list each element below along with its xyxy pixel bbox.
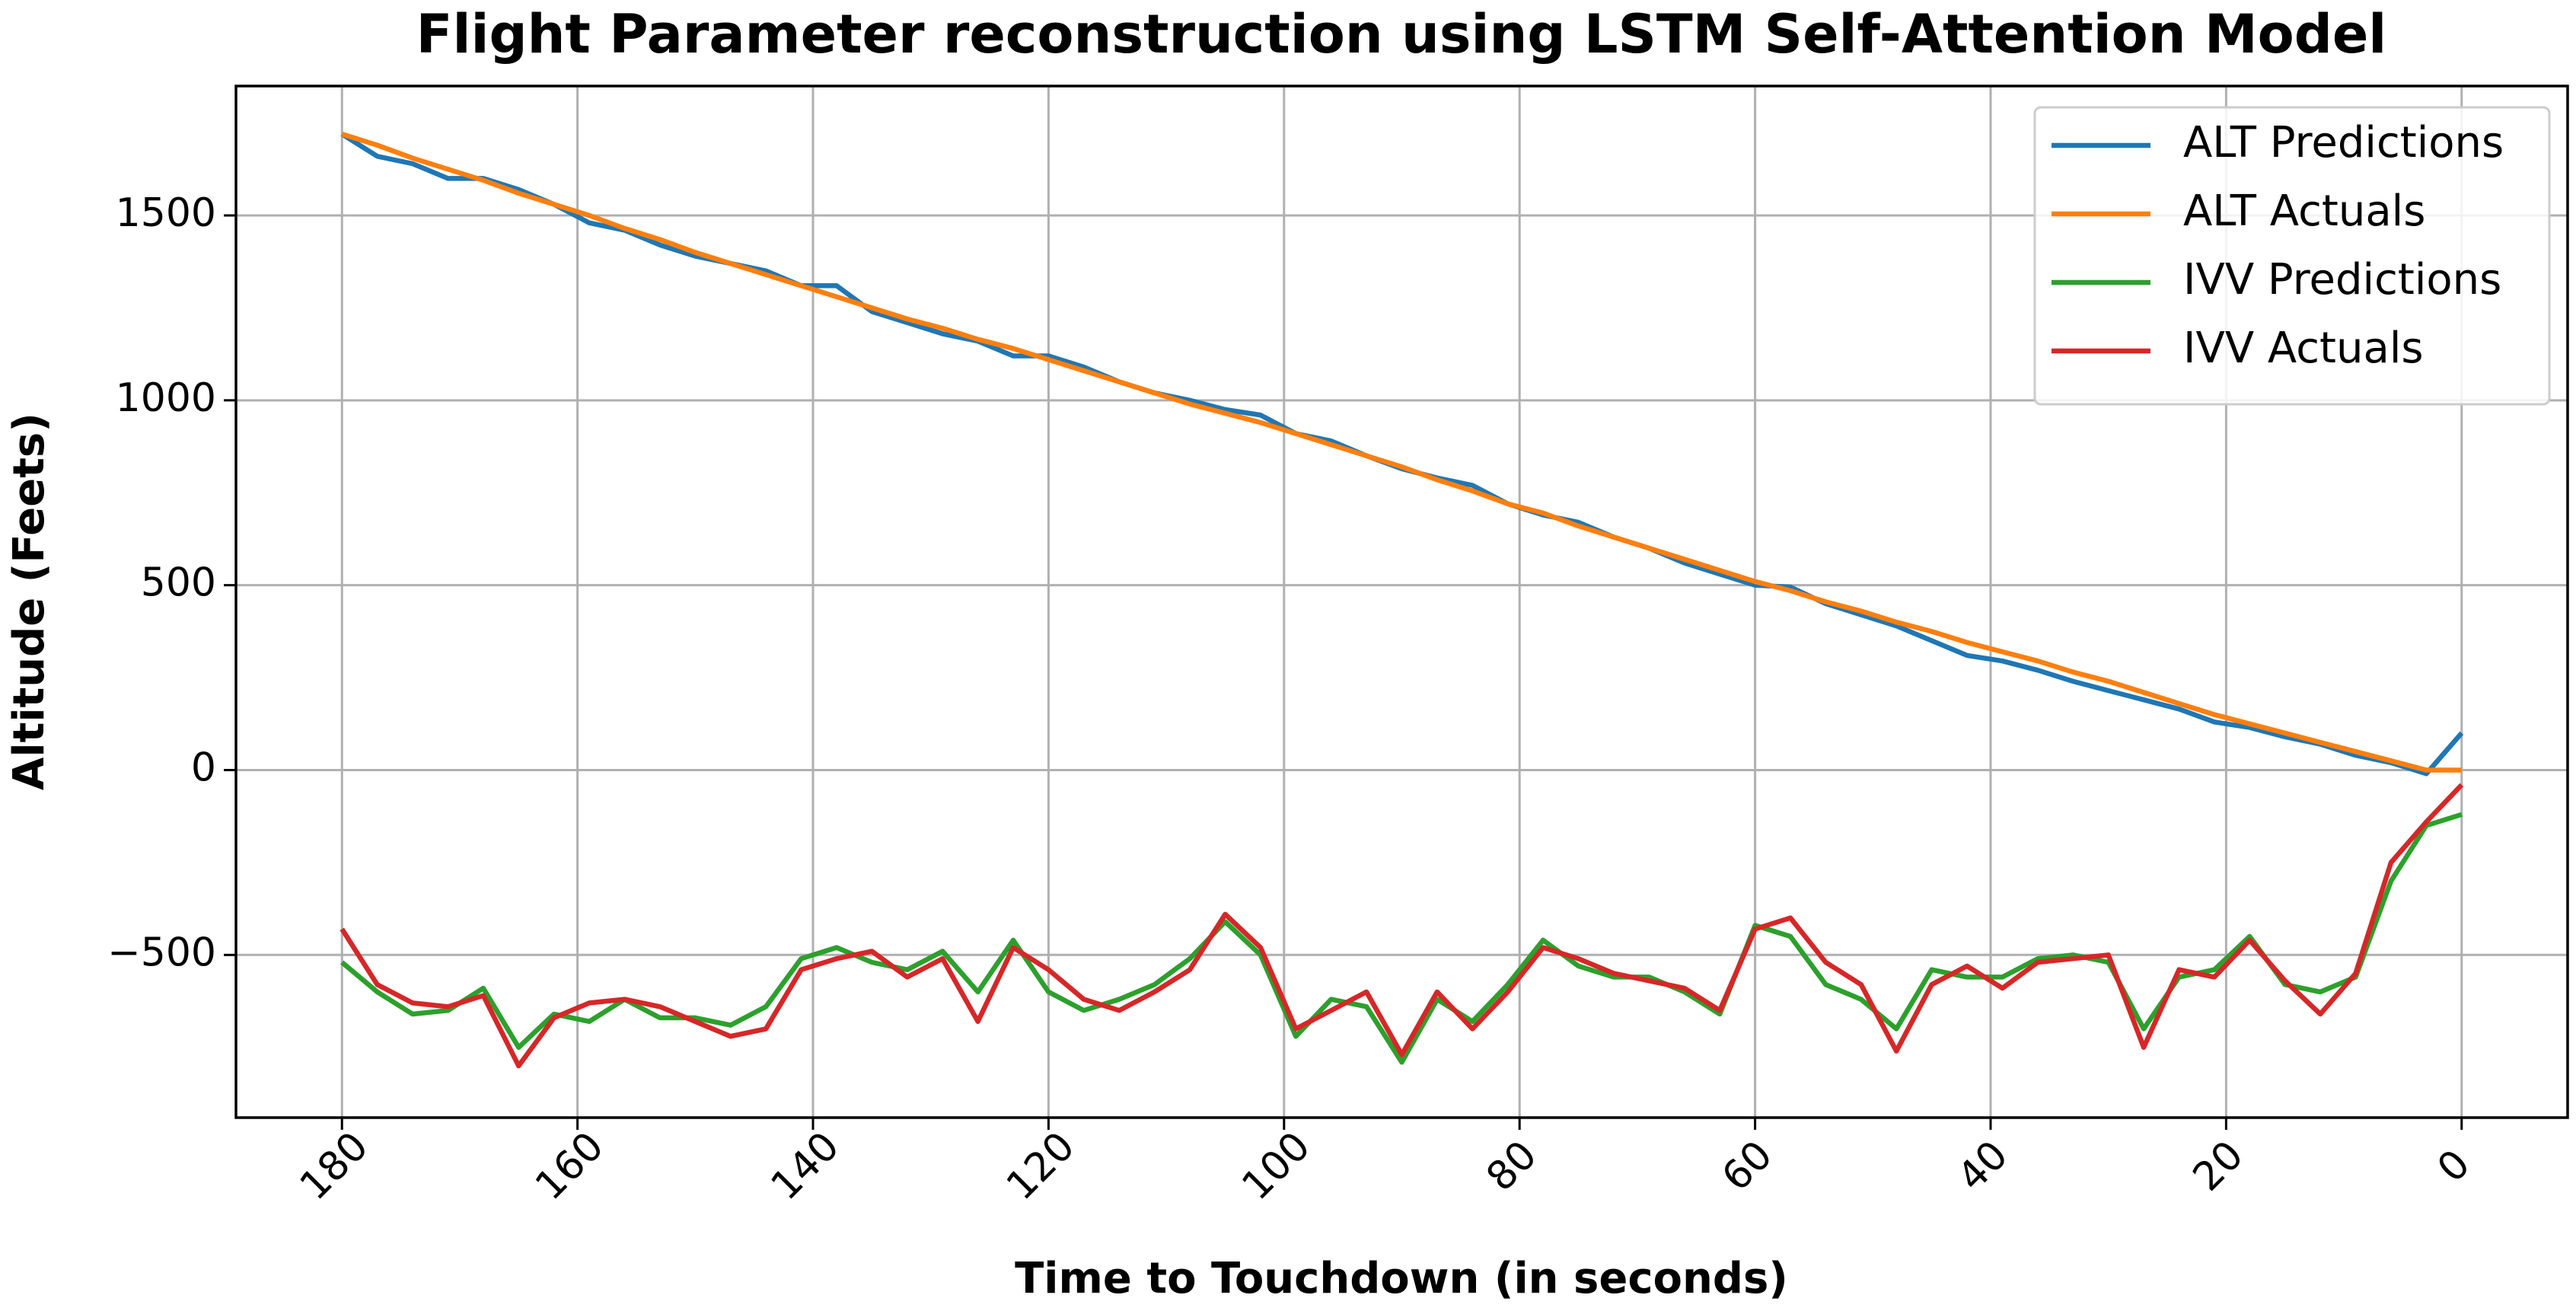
y-tick-label: 1500 xyxy=(116,190,216,236)
y-tick-label: 500 xyxy=(141,560,216,606)
legend-label: IVV Actuals xyxy=(2183,324,2424,373)
x-axis-label: Time to Touchdown (in seconds) xyxy=(1015,1254,1788,1303)
legend-label: ALT Predictions xyxy=(2183,118,2504,167)
y-tick-label: −500 xyxy=(107,930,216,975)
legend-box xyxy=(2033,106,2551,406)
legend-label: IVV Predictions xyxy=(2183,255,2501,305)
y-tick-label: 1000 xyxy=(116,375,216,421)
legend: ALT Predictions ALT Actuals IVV Prediction… xyxy=(2033,106,2551,406)
legend-label: ALT Actuals xyxy=(2183,187,2425,236)
y-axis-label: Altitude (Feets) xyxy=(5,413,54,790)
chart-title: Flight Parameter reconstruction using LS… xyxy=(416,3,2387,65)
series-line xyxy=(340,812,2463,1065)
plot-frame xyxy=(234,85,2569,1119)
series-line xyxy=(341,131,2462,773)
series-line xyxy=(340,783,2464,1069)
plot-lines xyxy=(340,131,2464,1069)
y-tick-label: 0 xyxy=(191,745,216,790)
